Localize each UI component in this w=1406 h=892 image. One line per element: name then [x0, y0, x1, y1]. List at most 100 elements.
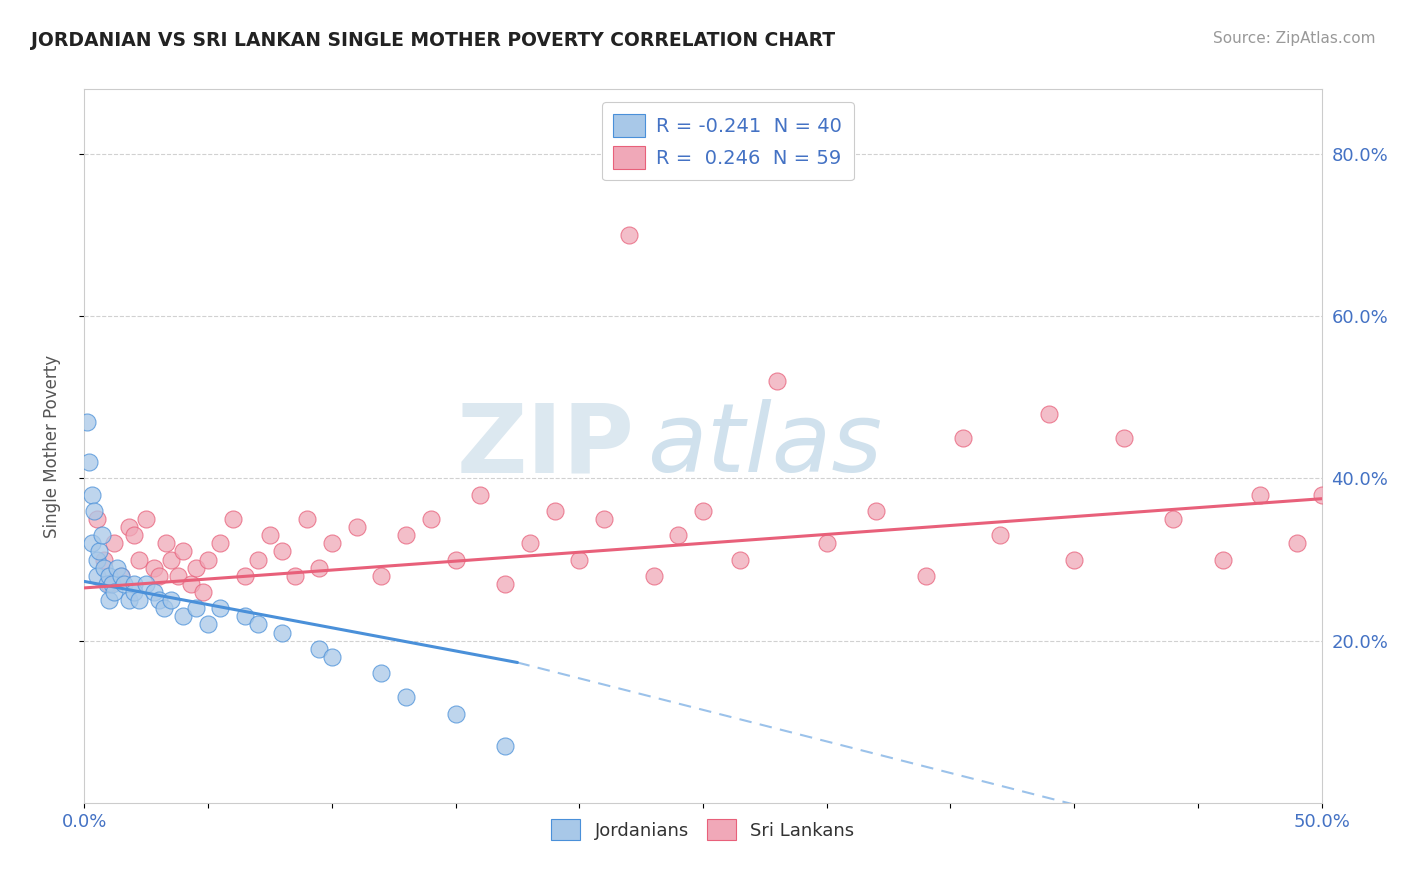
Point — [90, 528, 112, 542]
Point — [110, 568, 132, 582]
Point — [112, 577, 135, 591]
Point — [543, 504, 565, 518]
Point — [1310, 488, 1333, 502]
Point — [76, 415, 98, 429]
Point — [295, 512, 318, 526]
Point — [370, 666, 392, 681]
Point — [617, 228, 640, 243]
Point — [93, 552, 115, 566]
Point — [321, 536, 343, 550]
Point — [100, 577, 122, 591]
Point — [815, 536, 838, 550]
Point — [444, 552, 467, 566]
Point — [666, 528, 689, 542]
Point — [184, 601, 207, 615]
Point — [914, 568, 936, 582]
Point — [284, 568, 307, 582]
Point — [103, 585, 125, 599]
Point — [1112, 431, 1135, 445]
Point — [197, 617, 219, 632]
Text: Source: ZipAtlas.com: Source: ZipAtlas.com — [1212, 31, 1375, 46]
Point — [766, 374, 789, 388]
Point — [1161, 512, 1184, 526]
Point — [222, 512, 245, 526]
Point — [308, 560, 330, 574]
Point — [191, 585, 214, 599]
Point — [494, 577, 516, 591]
Point — [370, 568, 392, 582]
Point — [86, 552, 108, 566]
Point — [167, 568, 190, 582]
Text: JORDANIAN VS SRI LANKAN SINGLE MOTHER POVERTY CORRELATION CHART: JORDANIAN VS SRI LANKAN SINGLE MOTHER PO… — [31, 31, 835, 50]
Point — [209, 601, 232, 615]
Point — [246, 552, 269, 566]
Y-axis label: Single Mother Poverty: Single Mother Poverty — [42, 354, 60, 538]
Point — [160, 593, 183, 607]
Point — [83, 504, 105, 518]
Point — [988, 528, 1011, 542]
Point — [89, 544, 111, 558]
Text: ZIP: ZIP — [457, 400, 636, 492]
Point — [148, 568, 170, 582]
Point — [1063, 552, 1085, 566]
Point — [271, 625, 294, 640]
Point — [419, 512, 441, 526]
Point — [122, 585, 145, 599]
Point — [122, 528, 145, 542]
Point — [246, 617, 269, 632]
Point — [568, 552, 591, 566]
Point — [79, 455, 101, 469]
Point — [80, 488, 103, 502]
Point — [494, 739, 516, 753]
Point — [728, 552, 751, 566]
Point — [128, 593, 150, 607]
Point — [86, 568, 108, 582]
Point — [271, 544, 294, 558]
Point — [86, 512, 108, 526]
Point — [1038, 407, 1060, 421]
Point — [172, 544, 194, 558]
Point — [80, 536, 103, 550]
Point — [148, 593, 170, 607]
Point — [444, 706, 467, 721]
Point — [259, 528, 281, 542]
Point — [135, 577, 157, 591]
Point — [118, 593, 141, 607]
Point — [152, 601, 174, 615]
Point — [952, 431, 974, 445]
Point — [160, 552, 183, 566]
Point — [643, 568, 665, 582]
Point — [155, 536, 177, 550]
Point — [1249, 488, 1271, 502]
Point — [118, 520, 141, 534]
Point — [184, 560, 207, 574]
Point — [308, 641, 330, 656]
Point — [865, 504, 887, 518]
Point — [593, 512, 616, 526]
Point — [135, 512, 157, 526]
Point — [98, 593, 121, 607]
Point — [346, 520, 368, 534]
Point — [142, 585, 165, 599]
Point — [93, 560, 115, 574]
Point — [180, 577, 202, 591]
Point — [1212, 552, 1234, 566]
Point — [96, 577, 118, 591]
Point — [103, 536, 125, 550]
Point — [395, 528, 418, 542]
Point — [692, 504, 714, 518]
Point — [519, 536, 541, 550]
Point — [122, 577, 145, 591]
Legend: Jordanians, Sri Lankans: Jordanians, Sri Lankans — [544, 812, 862, 847]
Point — [233, 568, 256, 582]
Point — [233, 609, 256, 624]
Point — [1285, 536, 1308, 550]
Point — [98, 568, 121, 582]
Point — [321, 649, 343, 664]
Point — [142, 560, 165, 574]
Point — [197, 552, 219, 566]
Text: atlas: atlas — [647, 400, 883, 492]
Point — [105, 560, 128, 574]
Point — [209, 536, 232, 550]
Point — [470, 488, 492, 502]
